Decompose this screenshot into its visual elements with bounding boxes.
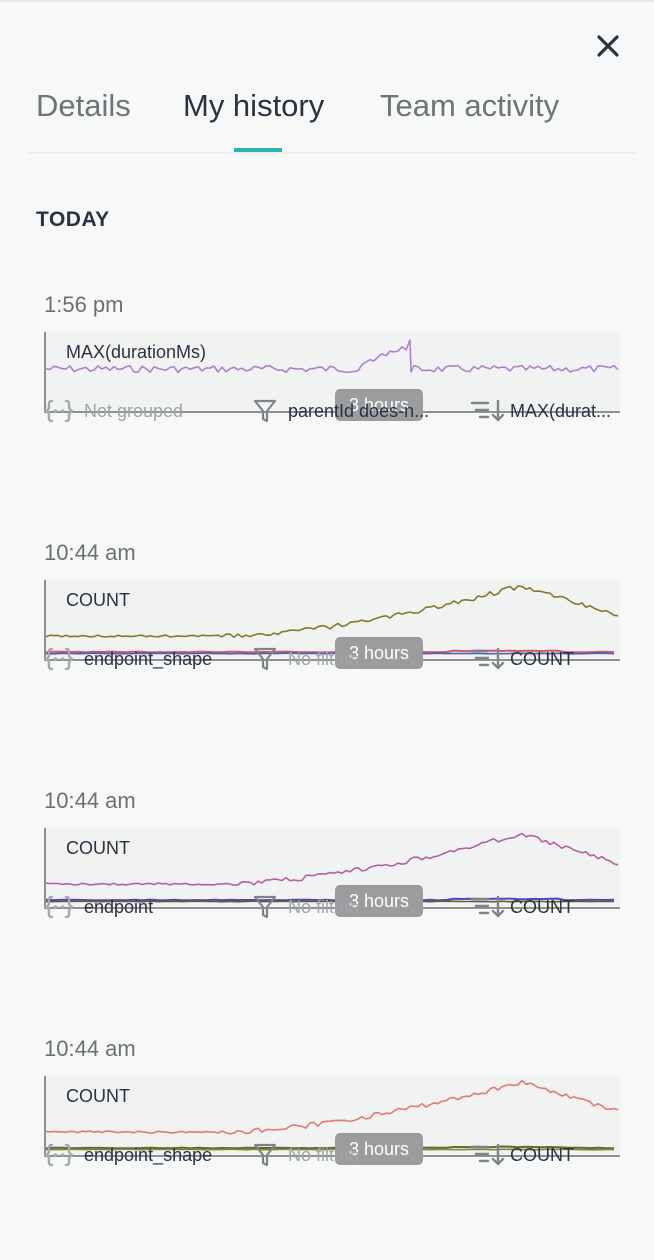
time-range-badge: 3 hours: [335, 637, 423, 669]
group-by-summary: Not grouped: [44, 396, 240, 426]
group-by-summary: endpoint_shape: [44, 644, 240, 674]
sort-descending-icon: [470, 399, 505, 422]
order-by-text: COUNT: [510, 1144, 574, 1165]
tab-bar: Details My history Team activity: [28, 82, 636, 154]
filter-summary: No filters: [252, 1140, 458, 1170]
tab-my-history[interactable]: My history: [183, 88, 325, 123]
entry-time: 10:44 am: [44, 1036, 136, 1061]
active-tab-indicator: [234, 148, 282, 152]
filter-summary: No filters: [252, 892, 458, 922]
filter-text: No filters: [288, 896, 360, 917]
filter-icon: [253, 399, 277, 423]
braces-icon: [44, 399, 74, 423]
group-by-text: endpoint: [84, 896, 154, 917]
order-by-summary: COUNT: [470, 1140, 630, 1170]
filter-icon: [253, 647, 277, 671]
section-title-today: TODAY: [36, 208, 110, 231]
chart-series-svg: [46, 1079, 619, 1151]
entry-time: 1:56 pm: [44, 292, 124, 317]
order-by-text: COUNT: [510, 648, 574, 669]
entry-time: 10:44 am: [44, 788, 136, 813]
close-button[interactable]: [590, 28, 626, 64]
chart-label: COUNT: [66, 838, 130, 858]
close-icon: [597, 35, 619, 57]
entry-time: 10:44 am: [44, 540, 136, 565]
chart-series-svg: [46, 339, 619, 374]
group-by-summary: endpoint_shape: [44, 1140, 240, 1170]
history-entry[interactable]: 10:44 am COUNT 3 hours endpoint_shape: [0, 540, 654, 770]
time-range-badge: 3 hours: [335, 389, 423, 421]
braces-icon: [44, 647, 74, 671]
series-line-primary: [46, 585, 619, 639]
filter-icon: [253, 895, 277, 919]
chart-series-svg: [46, 585, 619, 655]
history-entry[interactable]: 10:44 am COUNT 3 hours endpoint_shape: [0, 1036, 654, 1260]
filter-text: No filters: [288, 648, 360, 669]
history-entry[interactable]: 1:56 pm MAX(durationMs) 3 hours Not grou…: [0, 292, 654, 522]
series-line-tertiary: [46, 1148, 615, 1151]
series-line-primary: [46, 1079, 619, 1135]
query-summary: Not grouped parentId does-n... MAX(durat…: [44, 396, 634, 426]
series-line-secondary: [46, 1145, 615, 1150]
top-divider: [0, 0, 654, 2]
query-summary: endpoint No filters COUNT: [44, 892, 634, 922]
group-by-text: endpoint_shape: [84, 1144, 213, 1165]
order-by-summary: COUNT: [470, 644, 630, 674]
filter-summary: parentId does-n...: [252, 396, 458, 426]
tab-details[interactable]: Details: [36, 88, 131, 123]
filter-icon: [253, 1143, 277, 1167]
order-by-summary: COUNT: [470, 892, 630, 922]
chart-series-svg: [46, 832, 619, 903]
series-line-primary: [46, 832, 619, 886]
time-range-badge: 3 hours: [335, 1133, 423, 1165]
filter-text: No filters: [288, 1144, 360, 1165]
sort-descending-icon: [470, 895, 505, 918]
query-summary: endpoint_shape No filters COUNT: [44, 644, 634, 674]
order-by-summary: MAX(durat...: [470, 396, 630, 426]
query-chart-preview: COUNT 3 hours: [44, 828, 620, 917]
series-line-tertiary: [46, 900, 615, 903]
filter-summary: No filters: [252, 644, 458, 674]
query-chart-preview: COUNT 3 hours: [44, 580, 620, 669]
filter-text: parentId does-n...: [288, 400, 430, 421]
series-line-secondary: [46, 649, 615, 654]
order-by-text: MAX(durat...: [510, 400, 612, 421]
group-by-text: Not grouped: [84, 400, 184, 421]
series-line-secondary: [46, 897, 615, 902]
braces-icon: [44, 1143, 74, 1167]
query-summary: endpoint_shape No filters COUNT: [44, 1140, 634, 1170]
chart-label: COUNT: [66, 1086, 130, 1106]
time-range-badge: 3 hours: [335, 885, 423, 917]
series-line-tertiary: [46, 652, 615, 655]
sort-descending-icon: [470, 1143, 505, 1166]
history-entry[interactable]: 10:44 am COUNT 3 hours endpoint No fil: [0, 788, 654, 1018]
group-by-text: endpoint_shape: [84, 648, 213, 669]
chart-label: MAX(durationMs): [66, 342, 207, 362]
braces-icon: [44, 895, 74, 919]
tab-team-activity[interactable]: Team activity: [380, 88, 560, 123]
query-chart-preview: MAX(durationMs) 3 hours: [44, 332, 620, 421]
chart-label: COUNT: [66, 590, 130, 610]
group-by-summary: endpoint: [44, 892, 240, 922]
query-chart-preview: COUNT 3 hours: [44, 1076, 620, 1165]
order-by-text: COUNT: [510, 896, 574, 917]
series-line: [46, 339, 619, 374]
sort-descending-icon: [470, 647, 505, 670]
